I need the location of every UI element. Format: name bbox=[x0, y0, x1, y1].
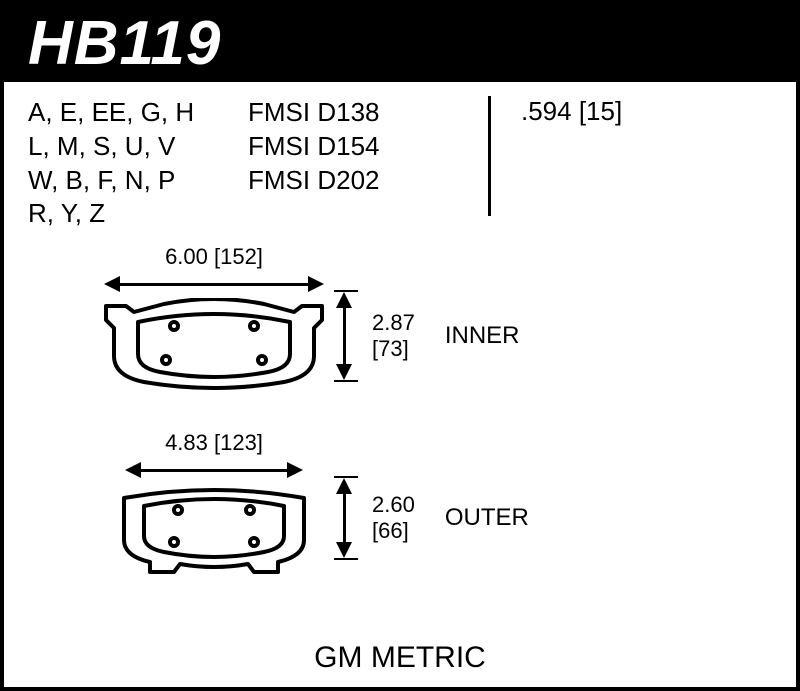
thickness-value: .594 [15] bbox=[511, 96, 772, 231]
outer-width-arrow bbox=[125, 460, 303, 480]
codes-line: L, M, S, U, V bbox=[28, 130, 248, 164]
fmsi-line: FMSI D202 bbox=[248, 164, 468, 198]
outer-pad-drawing bbox=[104, 484, 324, 576]
arrow-down-icon bbox=[336, 364, 352, 380]
inner-height-group: 2.87 [73] INNER bbox=[334, 290, 520, 382]
outer-pad-block: 4.83 [123] bbox=[104, 430, 364, 576]
arrow-up-icon bbox=[336, 478, 352, 494]
arrow-down-icon bbox=[336, 542, 352, 558]
inner-height-arrow bbox=[334, 292, 354, 380]
outer-height-arrow bbox=[334, 478, 354, 558]
arrow-left-icon bbox=[104, 276, 120, 292]
arrow-up-icon bbox=[336, 292, 352, 308]
outer-height-group: 2.60 [66] OUTER bbox=[334, 476, 529, 560]
spec-sheet: HB119 A, E, EE, G, H L, M, S, U, V W, B,… bbox=[0, 0, 800, 691]
diagram-area: 6.00 [152] bbox=[104, 244, 704, 644]
codes-line: W, B, F, N, P bbox=[28, 164, 248, 198]
vertical-divider bbox=[488, 96, 491, 216]
codes-line: R, Y, Z bbox=[28, 197, 248, 231]
compound-codes: A, E, EE, G, H L, M, S, U, V W, B, F, N,… bbox=[28, 96, 248, 231]
fmsi-line: FMSI D138 bbox=[248, 96, 468, 130]
outer-width-label: 4.83 [123] bbox=[125, 430, 303, 456]
info-row: A, E, EE, G, H L, M, S, U, V W, B, F, N,… bbox=[4, 82, 796, 231]
inner-height-label: 2.87 [73] bbox=[372, 310, 415, 363]
inner-pad-block: 6.00 [152] bbox=[104, 244, 364, 390]
inner-width-label: 6.00 [152] bbox=[104, 244, 324, 270]
footer-title: GM METRIC bbox=[4, 641, 796, 675]
header-bar: HB119 bbox=[4, 4, 796, 82]
inner-pad-drawing bbox=[104, 298, 324, 390]
fmsi-codes: FMSI D138 FMSI D154 FMSI D202 bbox=[248, 96, 468, 231]
outer-height-label: 2.60 [66] bbox=[372, 492, 415, 545]
part-number: HB119 bbox=[28, 8, 221, 79]
arrow-left-icon bbox=[125, 462, 141, 478]
inner-side-label: INNER bbox=[445, 322, 520, 350]
arrow-right-icon bbox=[287, 462, 303, 478]
inner-width-arrow bbox=[104, 274, 324, 294]
fmsi-line: FMSI D154 bbox=[248, 130, 468, 164]
arrow-right-icon bbox=[308, 276, 324, 292]
outer-side-label: OUTER bbox=[445, 504, 529, 532]
codes-line: A, E, EE, G, H bbox=[28, 96, 248, 130]
